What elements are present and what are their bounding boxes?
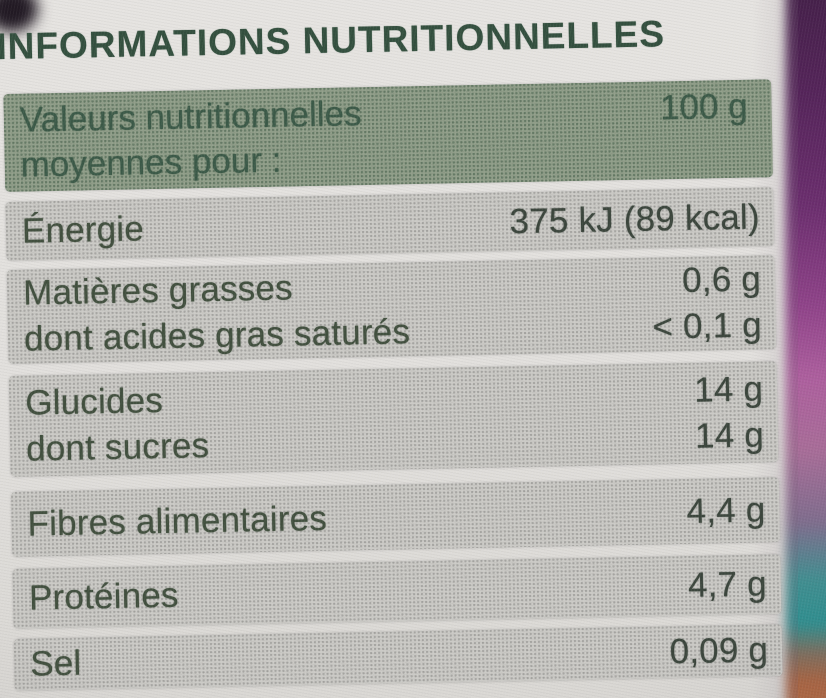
row-subvalue: 14 g — [694, 414, 765, 456]
row-label: Sel — [29, 643, 82, 684]
table-row-energie: Énergie 375 kJ (89 kcal) — [5, 187, 775, 261]
row-value: 14 g — [693, 368, 764, 410]
row-value: 0,6 g — [681, 259, 762, 300]
row-value: 4,7 g — [687, 564, 768, 605]
table-row-line: Protéines 4,7 g — [13, 561, 782, 622]
row-label: Matières grasses — [22, 268, 294, 313]
row-label: Fibres alimentaires — [27, 498, 328, 544]
row-value: 375 kJ (89 kcal) — [509, 196, 761, 241]
row-subvalue: < 0,1 g — [652, 305, 763, 347]
table-header: Valeurs nutritionnelles moyennes pour : … — [3, 79, 774, 192]
table-row-line: Sel 0,09 g — [14, 627, 783, 688]
table-row-glucides: Glucides 14 g dont sucres 14 g — [8, 361, 779, 477]
row-sublabel: dont sucres — [25, 425, 210, 469]
nutrition-table: Valeurs nutritionnelles moyennes pour : … — [3, 79, 783, 691]
table-row-fibres: Fibres alimentaires 4,4 g — [10, 477, 781, 557]
header-label-line2: moyennes pour : — [20, 140, 282, 185]
page-title: INFORMATIONS NUTRITIONNELLES — [0, 13, 666, 68]
table-row-proteines: Protéines 4,7 g — [12, 554, 782, 629]
header-label-line1: Valeurs nutritionnelles — [19, 94, 362, 140]
header-label: Valeurs nutritionnelles moyennes pour : — [19, 91, 363, 192]
row-value: 4,4 g — [686, 489, 766, 531]
row-label: Glucides — [24, 380, 164, 423]
row-label: Protéines — [28, 575, 180, 618]
table-row-line: Énergie 375 kJ (89 kcal) — [6, 194, 775, 255]
table-row-line: Fibres alimentaires 4,4 g — [11, 487, 780, 548]
row-label: Énergie — [21, 208, 145, 251]
row-sublabel: dont acides gras saturés — [23, 312, 411, 359]
header-amount: 100 g — [659, 86, 749, 128]
table-row-matieres-grasses: Matières grasses 0,6 g dont acides gras … — [6, 255, 777, 364]
background-blur-strip — [786, 0, 826, 698]
nutrition-label: INFORMATIONS NUTRITIONNELLES Valeurs nut… — [0, 11, 783, 691]
table-row-sel: Sel 0,09 g — [13, 624, 783, 691]
row-value: 0,09 g — [669, 630, 769, 672]
